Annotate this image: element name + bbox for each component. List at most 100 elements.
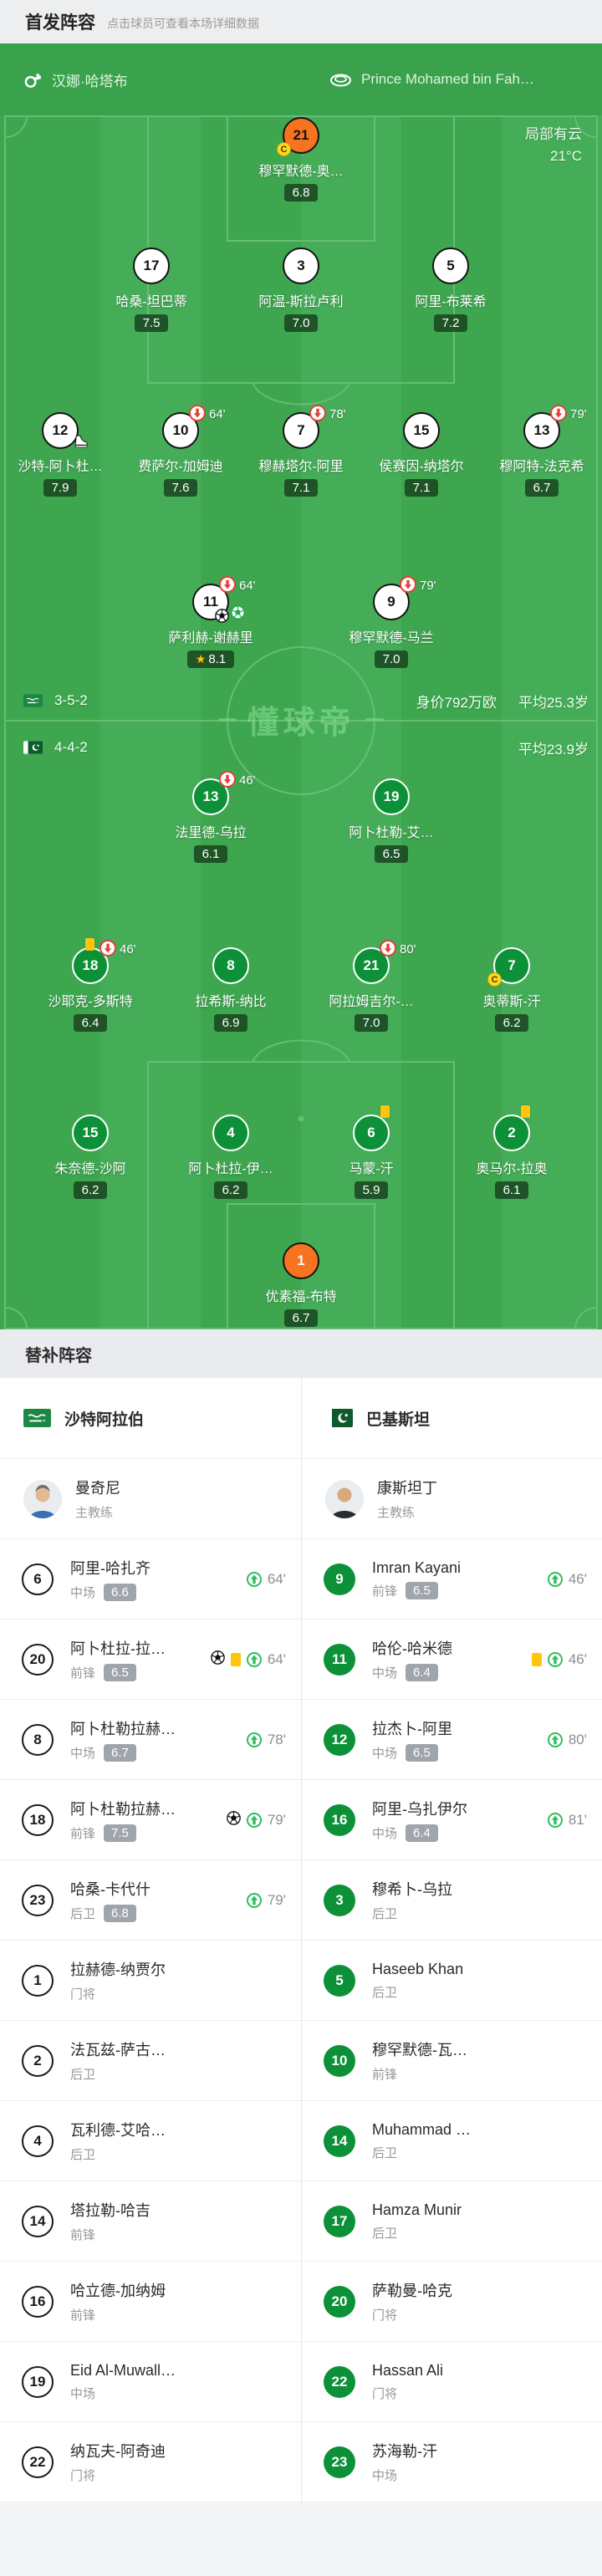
weather-info: 局部有云 21°C <box>525 124 582 167</box>
bench-player-row[interactable]: 4 瓦利德-艾哈… 后卫 <box>0 2101 301 2181</box>
player-rating-row: ★ 8.1 <box>144 650 278 668</box>
bench-player-meta: 门将 <box>70 2466 166 2484</box>
bench-player-row[interactable]: 14 塔拉勒-哈吉 前锋 <box>0 2181 301 2262</box>
pitch-player[interactable]: 11 64' 萨利赫-谢赫里 ★ 8.1 <box>144 576 278 668</box>
pitch-player[interactable]: 3 阿温-斯拉卢利 7.0 <box>234 247 368 332</box>
bench-player-row[interactable]: 16 哈立德-加纳姆 前锋 <box>0 2262 301 2342</box>
pitch-player[interactable]: 2 奥马尔-拉奥 6.1 <box>445 1105 579 1199</box>
player-rating: 6.7 <box>524 479 559 497</box>
player-rating: 7.2 <box>433 314 468 332</box>
player-circle-area: 9 79' <box>373 576 436 620</box>
bench-player-meta: 前锋 <box>372 2065 467 2083</box>
bench-player-name: 阿里-哈扎齐 <box>70 1560 150 1577</box>
sub-on-minute: 46' <box>568 1650 587 1667</box>
bench-player-number: 6 <box>22 1563 54 1595</box>
pitch-player[interactable]: 7 78' 穆赫塔尔-阿里 7.1 <box>234 405 368 497</box>
bench-player-name: 纳瓦夫-阿奇迪 <box>70 2443 166 2460</box>
page-title: 首发阵容 <box>25 13 95 33</box>
pakistan-flag-icon <box>23 741 43 754</box>
bench-player-position: 后卫 <box>372 1907 398 1921</box>
sub-off-icon <box>99 940 116 956</box>
bench-player-info: 纳瓦夫-阿奇迪 门将 <box>70 2440 166 2484</box>
pitch-player[interactable]: 18 46' 沙耶克-多斯特 6.4 <box>23 938 157 1032</box>
player-name: 穆阿特-法克希 <box>499 460 584 474</box>
bench-player-row[interactable]: 6 阿里-哈扎齐 中场 6.6 64' <box>0 1539 301 1620</box>
sub-off-icon <box>309 405 326 421</box>
player-rating: 6.2 <box>213 1181 248 1199</box>
bench-player-row[interactable]: 16 阿里-乌扎伊尔 中场 6.4 81' <box>302 1780 602 1860</box>
player-rating-row: 7.0 <box>304 1014 438 1032</box>
bench-title: 替补阵容 <box>25 1346 92 1365</box>
bench-player-row[interactable]: 8 阿卜杜勒拉赫… 中场 6.7 78' <box>0 1700 301 1780</box>
bench-player-row[interactable]: 5 Haseeb Khan 后卫 <box>302 1941 602 2021</box>
pitch-player[interactable]: 10 64' 费萨尔-加姆迪 7.6 <box>114 405 247 497</box>
pitch-player[interactable]: 13 79' 穆阿特-法克希 6.7 <box>475 405 602 497</box>
saudi-arabia-flag-icon <box>23 694 43 707</box>
sub-on-minute: 80' <box>568 1731 587 1747</box>
pitch-player[interactable]: 5 阿里-布莱希 7.2 <box>384 247 518 332</box>
bench-player-name: Imran Kayani <box>372 1558 462 1576</box>
pitch-player[interactable]: 21 80' 阿拉姆吉尔-… 7.0 <box>304 940 438 1032</box>
player-rating: 5.9 <box>354 1181 389 1199</box>
pitch-player[interactable]: 15 侯赛因-纳塔尔 7.1 <box>355 412 488 497</box>
bench-player-info: 哈立德-加纳姆 前锋 <box>70 2279 166 2324</box>
bench-player-position: 后卫 <box>70 2148 96 2162</box>
away-coach-role: 主教练 <box>377 1506 416 1520</box>
bench-player-row[interactable]: 23 哈桑-卡代什 后卫 6.8 79' <box>0 1860 301 1941</box>
bench-player-row[interactable]: 22 Hassan Ali 门将 <box>302 2342 602 2422</box>
bench-player-row[interactable]: 14 Muhammad … 后卫 <box>302 2101 602 2181</box>
bench-player-row[interactable]: 20 阿卜杜拉-拉… 前锋 6.5 64' <box>0 1620 301 1700</box>
bench-player-number: 9 <box>324 1563 355 1595</box>
pitch-player[interactable]: 6 马蒙-汗 5.9 <box>304 1105 438 1199</box>
bench-player-row[interactable]: 11 哈伦-哈米德 中场 6.4 46' <box>302 1620 602 1700</box>
pitch-player[interactable]: 17 哈桑-坦巴蒂 7.5 <box>84 247 218 332</box>
player-circle-area: 17 <box>133 247 170 284</box>
bench-player-number: 2 <box>22 2044 54 2077</box>
bench-player-number: 16 <box>22 2285 54 2318</box>
bench-player-meta: 门将 <box>70 1985 166 2002</box>
pitch-player[interactable]: 21 C 穆罕默德-奥… 6.8 <box>234 117 368 201</box>
away-coach-row[interactable]: 康斯坦丁 主教练 <box>302 1459 602 1539</box>
player-name: 穆罕默德-奥… <box>258 165 344 179</box>
bench-player-number: 8 <box>22 1723 54 1756</box>
player-rating-row: 6.5 <box>324 845 458 863</box>
bench-player-meta: 后卫 6.8 <box>70 1905 150 1922</box>
page-subtitle: 点击球员可查看本场详细数据 <box>107 16 259 30</box>
bench-player-row[interactable]: 9 Imran Kayani 前锋 6.5 46' <box>302 1539 602 1620</box>
pitch-player[interactable]: 12 沙特-阿卜杜… 7.9 <box>0 412 127 497</box>
bench-column-away: 巴基斯坦 康斯坦丁 主教练 9 Imran Kayani 前锋 6.5 46' 11 哈伦-… <box>301 1378 602 2502</box>
pitch-player[interactable]: 13 46' 法里德-乌拉 6.1 <box>144 771 278 863</box>
bench-player-row[interactable]: 20 萨勒曼-哈克 门将 <box>302 2262 602 2342</box>
sub-on-icon <box>246 1812 262 1828</box>
player-number-circle: 4 <box>212 1115 249 1151</box>
player-circle-area: 13 46' <box>192 771 256 815</box>
bench-player-row[interactable]: 12 拉杰卜-阿里 中场 6.5 80' <box>302 1700 602 1780</box>
bench-player-row[interactable]: 1 拉赫德-纳贾尔 门将 <box>0 1941 301 2021</box>
stadium-icon <box>329 71 352 88</box>
bench-player-row[interactable]: 19 Eid Al-Muwall… 中场 <box>0 2342 301 2422</box>
bench-player-row[interactable]: 22 纳瓦夫-阿奇迪 门将 <box>0 2422 301 2502</box>
pitch-player[interactable]: 19 阿卜杜勒-艾… 6.5 <box>324 778 458 863</box>
pitch-player[interactable]: 1 优素福-布特 6.7 <box>234 1242 368 1327</box>
pitch-player[interactable]: 15 朱奈德-沙阿 6.2 <box>23 1115 157 1199</box>
home-average-age: 平均25.3岁 <box>518 694 589 711</box>
pitch-player[interactable]: 7 C 奥蒂斯-汗 6.2 <box>445 947 579 1032</box>
player-rating-row: 6.7 <box>234 1309 368 1327</box>
pitch-player[interactable]: 4 阿卜杜拉-伊… 6.2 <box>164 1115 298 1199</box>
bench-player-row[interactable]: 18 阿卜杜勒拉赫… 前锋 7.5 79' <box>0 1780 301 1860</box>
goal-icon-green <box>231 605 245 624</box>
bench-player-row[interactable]: 3 穆希卜-乌拉 后卫 <box>302 1860 602 1941</box>
bench-player-row[interactable]: 23 苏海勒-汗 中场 <box>302 2422 602 2502</box>
player-name: 费萨尔-加姆迪 <box>138 460 223 474</box>
home-coach-row[interactable]: 曼奇尼 主教练 <box>0 1459 301 1539</box>
pitch-player[interactable]: 9 79' 穆罕默德-马兰 7.0 <box>324 576 458 668</box>
captain-badge: C <box>277 142 291 156</box>
bench-player-row[interactable]: 2 法瓦兹-萨古… 后卫 <box>0 2021 301 2101</box>
player-name: 优素福-布特 <box>265 1290 337 1304</box>
away-formation-row: 4-4-2 平均23.9岁 <box>0 732 602 763</box>
bench-player-info: 阿里-哈扎齐 中场 6.6 <box>70 1557 150 1601</box>
bench-player-row[interactable]: 10 穆罕默德-瓦… 前锋 <box>302 2021 602 2101</box>
pitch-player[interactable]: 8 拉希斯-纳比 6.9 <box>164 947 298 1032</box>
bench-player-number: 17 <box>324 2205 355 2237</box>
bench-player-row[interactable]: 17 Hamza Munir 后卫 <box>302 2181 602 2262</box>
